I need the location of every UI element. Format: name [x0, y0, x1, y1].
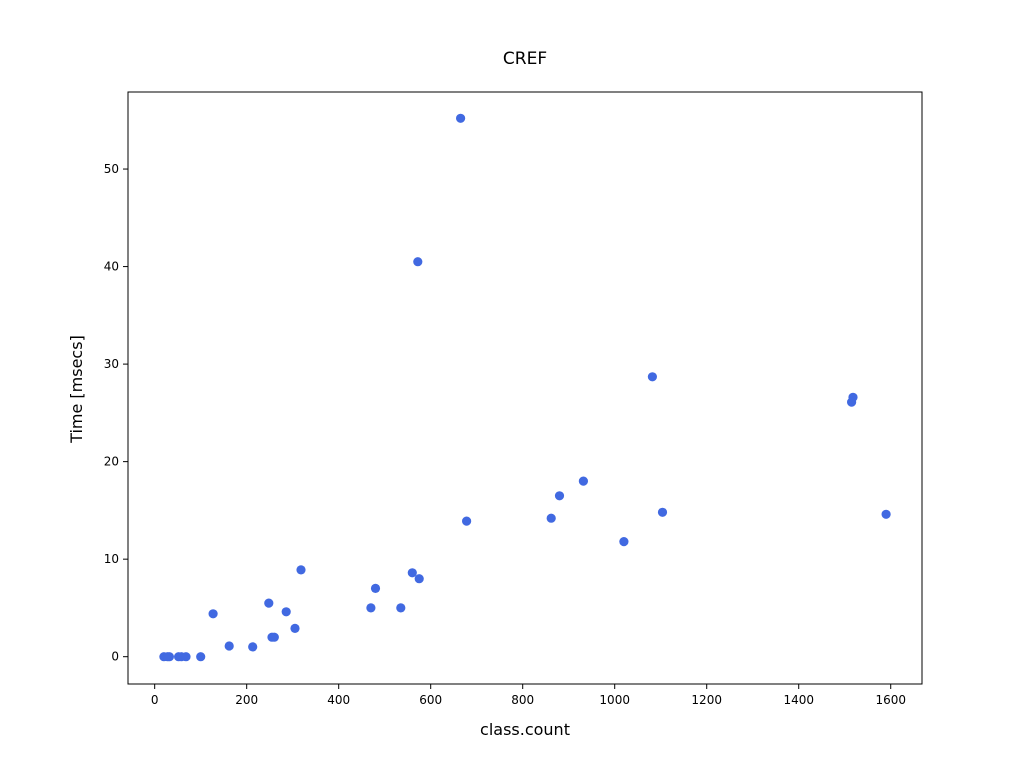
- data-point: [456, 113, 466, 123]
- x-axis-label: class.count: [480, 720, 570, 739]
- plot-background: [128, 92, 922, 684]
- x-tick-label: 600: [419, 693, 442, 707]
- data-point: [462, 516, 472, 526]
- data-point: [224, 641, 234, 651]
- data-point: [578, 476, 589, 486]
- y-tick-label: 20: [104, 455, 119, 469]
- data-point: [296, 565, 306, 575]
- data-point: [657, 507, 668, 517]
- y-tick-label: 40: [104, 260, 119, 274]
- x-tick-label: 1600: [875, 693, 906, 707]
- plot-frame: [127, 91, 923, 685]
- data-point: [264, 598, 274, 608]
- data-point: [396, 603, 406, 613]
- chart-title: CREF: [503, 49, 547, 69]
- y-tick-label: 50: [104, 162, 119, 176]
- y-tick-label: 30: [104, 357, 119, 371]
- data-point: [290, 623, 300, 634]
- data-point: [414, 574, 424, 584]
- data-point: [370, 583, 381, 594]
- x-axis-ticks: 0 200 400 600 800 1000 1200 1400 1600: [151, 684, 906, 707]
- data-point: [647, 372, 658, 382]
- data-point: [413, 257, 423, 267]
- data-point: [366, 603, 376, 613]
- y-axis-label: Time [msecs]: [67, 335, 86, 444]
- x-tick-label: 1200: [691, 693, 722, 707]
- y-tick-label: 10: [104, 552, 119, 566]
- x-tick-label: 0: [151, 693, 159, 707]
- data-point: [546, 513, 556, 523]
- data-point: [196, 652, 206, 662]
- x-tick-label: 200: [235, 693, 258, 707]
- data-point: [248, 642, 258, 652]
- x-tick-label: 1400: [783, 693, 814, 707]
- y-axis-ticks: 0 10 20 30 40 50: [104, 162, 128, 664]
- data-point: [619, 537, 629, 547]
- data-point: [164, 652, 174, 662]
- data-point: [848, 392, 858, 402]
- y-tick-label: 0: [111, 650, 119, 664]
- x-tick-label: 400: [327, 693, 350, 707]
- data-point: [554, 491, 565, 501]
- data-point: [281, 607, 291, 617]
- data-point: [269, 632, 279, 642]
- data-point: [208, 609, 218, 619]
- data-point: [881, 509, 891, 519]
- x-tick-label: 800: [511, 693, 534, 707]
- points-layer: [159, 113, 891, 662]
- data-point: [181, 652, 191, 662]
- data-point: [407, 568, 417, 578]
- x-tick-label: 1000: [599, 693, 630, 707]
